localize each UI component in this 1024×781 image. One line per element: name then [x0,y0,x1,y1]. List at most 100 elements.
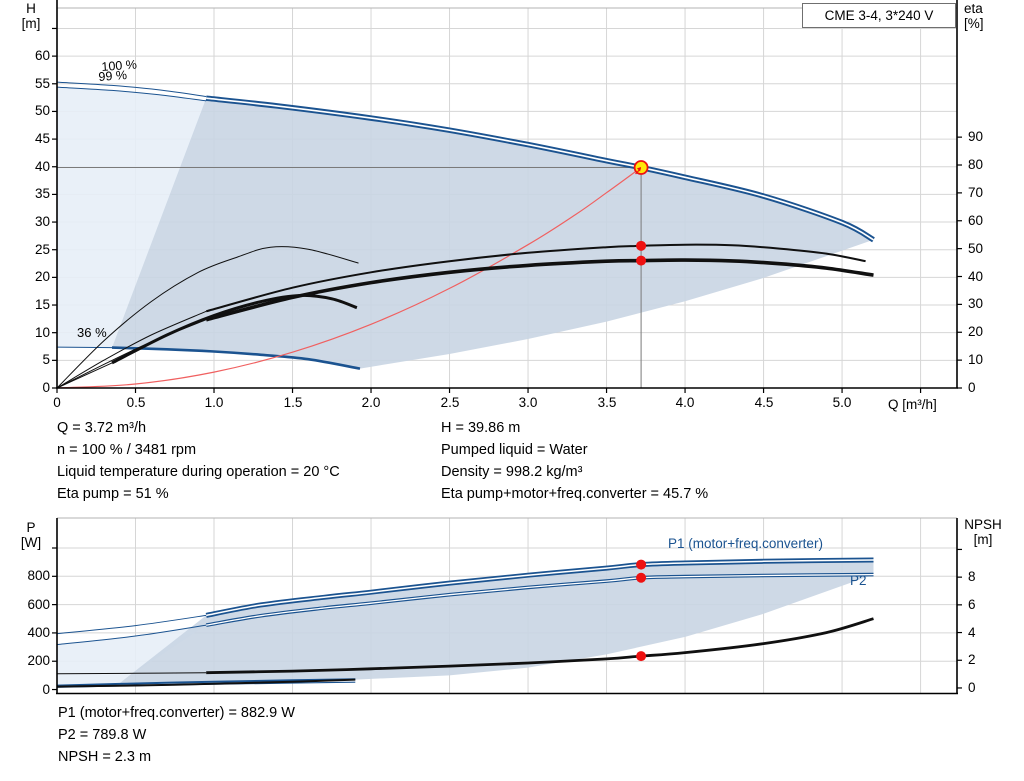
info-q: Q = 3.72 m³/h [57,420,147,436]
y-right-tick-label: 0 [968,680,976,695]
region-operating-envelope [112,98,874,369]
y-left-tick-label: 20 [34,269,50,284]
info-eta-pump: Eta pump = 51 % [57,486,169,502]
p1-curve-label: P1 (motor+freq.converter) [668,536,823,551]
y-left-tick-label: 0 [42,380,50,395]
series-eta-total-36-thin [56,362,113,389]
series-eta-total-100 [205,258,874,322]
y-left-tick-label: 400 [27,625,50,640]
x-tick-label: 3.5 [597,395,617,410]
y-left-tick-label: 40 [34,159,50,174]
x-tick-label: 0.5 [126,395,146,410]
series-p1-36 [56,678,356,687]
operating-point-marker [636,559,647,570]
series-qh-36-thin [56,346,113,349]
speed-label-36: 36 % [77,325,107,340]
series-npsh-100-thin [56,672,207,675]
h-axis-title: H [m] [12,1,50,31]
info-npsh: NPSH = 2.3 m [58,749,152,765]
series-eta-pump-36 [56,246,359,389]
y-left-tick-label: 0 [42,682,50,697]
operating-point-marker [636,255,647,266]
npsh-axis-title-unit: [m] [973,532,993,547]
series-npsh-36 [56,678,356,688]
y-right-tick-label: 10 [968,352,984,367]
y-left-tick-label: 600 [27,597,50,612]
y-right-tick-label: 4 [968,625,976,640]
x-tick-label: 3.0 [518,395,538,410]
x-tick-label: 5.0 [832,395,852,410]
y-left-tick-label: 15 [34,297,50,312]
x-tick-label: 2.5 [440,395,460,410]
y-right-tick-label: 50 [968,241,984,256]
pump-model-box: CME 3-4, 3*240 V [802,3,956,28]
info-liquid-temp: Liquid temperature during operation = 20… [57,464,340,480]
y-left-tick-label: 45 [34,131,50,146]
y-right-tick-label: 30 [968,296,984,311]
p-axis-title: P [W] [12,520,50,550]
y-left-tick-label: 50 [34,103,50,118]
y-left-tick-label: 25 [34,242,50,257]
x-tick-label: 1.0 [204,395,224,410]
eta-axis-title-unit: [%] [964,16,984,31]
operating-point-marker [636,240,647,251]
y-right-tick-label: 70 [968,185,984,200]
series-qh-36 [111,346,361,370]
info-p2: P2 = 789.8 W [58,727,147,743]
y-left-tick-label: 60 [34,48,50,63]
region-low-flow-band [57,625,207,686]
series-p2-100-thin [56,624,207,645]
info-speed: n = 100 % / 3481 rpm [57,442,197,458]
y-left-tick-label: 30 [34,214,50,229]
p2-curve-label: P2 [850,573,867,588]
y-right-tick-label: 2 [968,652,976,667]
x-tick-label: 4.5 [754,395,774,410]
y-left-tick-label: 800 [27,568,50,583]
y-left-tick-label: 200 [27,653,50,668]
y-left-tick-label: 10 [34,325,50,340]
q-axis-title: Q [m³/h] [888,397,937,412]
series-eta-total-36 [111,293,358,365]
npsh-axis-title: NPSH [m] [954,517,1012,547]
region-operating-envelope [119,560,874,683]
p-axis-title-symbol: P [26,520,36,535]
y-right-tick-label: 80 [968,157,984,172]
region-low-flow-band [57,87,207,348]
y-right-tick-label: 90 [968,129,984,144]
series-system-curve [56,167,642,389]
y-right-tick-label: 40 [968,269,984,284]
y-left-tick-label: 5 [42,352,50,367]
y-right-tick-label: 60 [968,213,984,228]
h-axis-title-symbol: H [26,1,36,16]
info-p1: P1 (motor+freq.converter) = 882.9 W [58,705,295,721]
y-left-tick-label: 55 [34,76,50,91]
y-left-tick-label: 35 [34,186,50,201]
eta-axis-title-symbol: eta [964,1,983,16]
series-eta-pump-100 [205,243,866,313]
y-right-tick-label: 20 [968,324,984,339]
x-tick-label: 4.0 [675,395,695,410]
operating-point-marker [636,651,647,662]
info-density: Density = 998.2 kg/m³ [441,464,583,480]
operating-point-marker [636,572,647,583]
series-npsh-100 [206,617,874,675]
speed-label-99: 99 % [98,68,128,84]
x-tick-label: 2.0 [361,395,381,410]
series-p1-100-thin [56,614,207,635]
x-tick-label: 1.5 [283,395,303,410]
p-axis-title-unit: [W] [20,535,42,550]
info-h: H = 39.86 m [441,420,521,436]
series-qh-100-thin [56,81,207,97]
eta-axis-title: eta [%] [964,1,1000,31]
info-pumped-liquid: Pumped liquid = Water [441,442,588,458]
series-eta-pump-100-thin [56,310,207,389]
npsh-axis-title-symbol: NPSH [964,517,1002,532]
y-right-tick-label: 6 [968,597,976,612]
y-right-tick-label: 0 [968,380,976,395]
x-tick-label: 0 [53,395,61,410]
series-qh-99-thin [56,86,207,102]
y-right-tick-label: 8 [968,569,976,584]
